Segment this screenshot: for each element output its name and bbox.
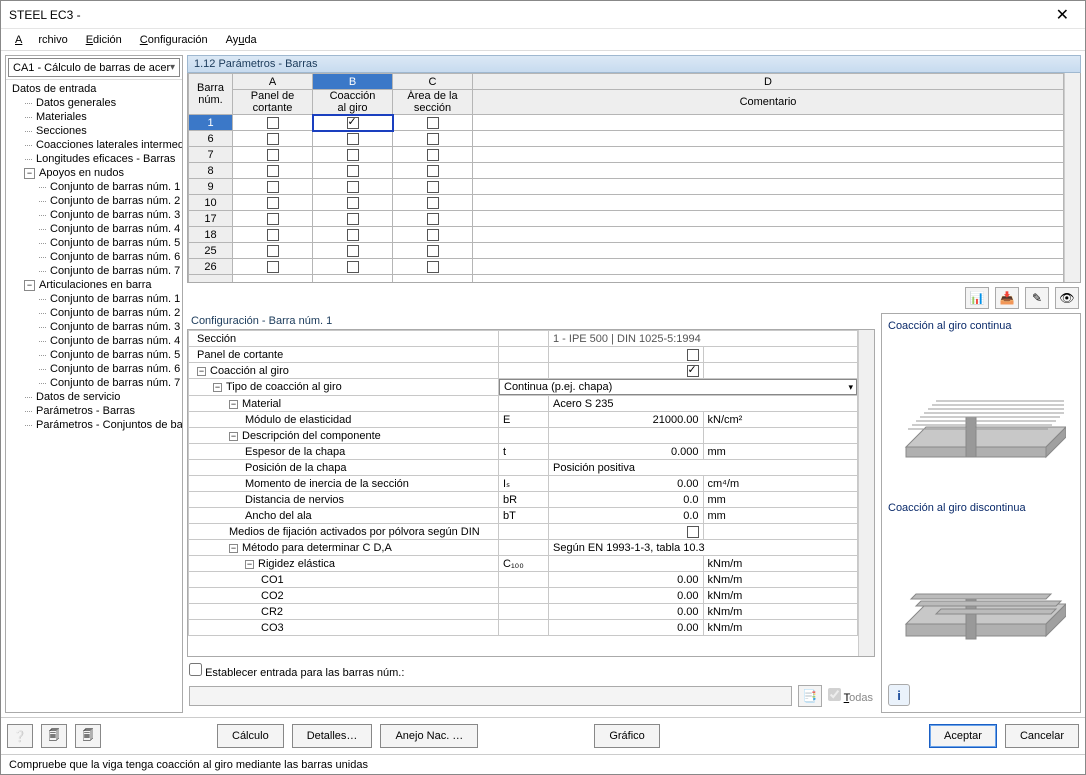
tree-item[interactable]: ····Conjunto de barras núm. 1 [10,292,182,306]
todas-checkbox [828,688,841,701]
tree-item[interactable]: ····Conjunto de barras núm. 5 [10,348,182,362]
illustration-continuous [888,336,1074,498]
tree-item[interactable]: ····Datos generales [10,96,182,110]
illustration-caption-1: Coacción al giro continua [888,320,1074,332]
help-button[interactable]: ❔ [7,724,33,748]
parameters-grid[interactable]: Barranúm.ABCDPanel decortanteCoacciónal … [187,73,1081,283]
eye-icon[interactable]: 👁 [1055,287,1079,309]
tree-item[interactable]: ····Parámetros - Barras [10,404,182,418]
tree-item[interactable]: ····Secciones [10,124,182,138]
export-excel-icon[interactable]: 📊 [965,287,989,309]
set-input-checkbox[interactable] [189,663,202,676]
titlebar: STEEL EC3 - ✕ [1,1,1085,29]
tree-item[interactable]: ····Conjunto de barras núm. 2 [10,194,182,208]
tree-item[interactable]: ····Conjunto de barras núm. 4 [10,222,182,236]
config-scrollbar[interactable] [858,330,874,656]
tree-item[interactable]: ····Conjunto de barras núm. 7 [10,376,182,390]
button-bar: ❔ 🗐 🗐 Cálculo Detalles… Anejo Nac. … Grá… [1,717,1085,754]
pick-members-icon[interactable]: 📑 [798,685,822,707]
grid-title: 1.12 Parámetros - Barras [187,55,1081,73]
tree-root[interactable]: Datos de entrada [10,82,182,96]
tree-item[interactable]: ····Conjunto de barras núm. 2 [10,306,182,320]
nav-tree: Datos de entrada····Datos generales····M… [6,80,182,434]
illustration-discontinuous [888,518,1074,680]
tree-group[interactable]: −Apoyos en nudos [10,166,182,180]
pick-icon[interactable]: ✎ [1025,287,1049,309]
case-select[interactable]: CA1 - Cálculo de barras de acer [8,58,180,77]
menu-ayuda[interactable]: Ayuda [218,32,265,48]
tree-item[interactable]: ····Conjunto de barras núm. 4 [10,334,182,348]
menu-configuracion[interactable]: Configuración [132,32,216,48]
grid-toolbar: 📊 📥 ✎ 👁 [187,283,1081,313]
tree-item[interactable]: ····Conjunto de barras núm. 6 [10,362,182,376]
tree-item[interactable]: ····Conjunto de barras núm. 3 [10,208,182,222]
tree-group[interactable]: −Articulaciones en barra [10,278,182,292]
import-excel-icon[interactable]: 📥 [995,287,1019,309]
tree-item[interactable]: ····Conjunto de barras núm. 7 [10,264,182,278]
illustration-caption-2: Coacción al giro discontinua [888,502,1074,514]
window-title: STEEL EC3 - [9,8,1048,22]
accept-button[interactable]: Aceptar [929,724,997,748]
illustration-panel: Coacción al giro continua [881,313,1081,713]
tree-item[interactable]: ····Materiales [10,110,182,124]
anejo-button[interactable]: Anejo Nac. … [380,724,478,748]
tree-item[interactable]: ····Longitudes eficaces - Barras [10,152,182,166]
config-table[interactable]: Sección1 - IPE 500 | DIN 1025-5:1994Pane… [187,329,875,657]
tool2-button[interactable]: 🗐 [75,724,101,748]
tree-item[interactable]: ····Conjunto de barras núm. 3 [10,320,182,334]
tree-item[interactable]: ····Datos de servicio [10,390,182,404]
tree-item[interactable]: ····Conjunto de barras núm. 1 [10,180,182,194]
tree-item[interactable]: ····Conjunto de barras núm. 6 [10,250,182,264]
close-icon[interactable]: ✕ [1048,5,1077,25]
todas-label: Todas [828,688,873,704]
set-input-label: Establecer entrada para las barras núm.: [189,663,404,679]
tool1-button[interactable]: 🗐 [41,724,67,748]
config-title: Configuración - Barra núm. 1 [187,313,875,329]
set-input-field[interactable] [189,686,792,706]
menu-edicion[interactable]: Edición [78,32,130,48]
menubar: Archivo Edición Configuración Ayuda [1,29,1085,51]
cancel-button[interactable]: Cancelar [1005,724,1079,748]
tree-item[interactable]: ····Conjunto de barras núm. 5 [10,236,182,250]
sidebar: CA1 - Cálculo de barras de acer Datos de… [5,55,183,713]
menu-archivo[interactable]: Archivo [7,32,76,48]
graphic-button[interactable]: Gráfico [594,724,659,748]
details-button[interactable]: Detalles… [292,724,373,748]
grid-scrollbar[interactable] [1064,73,1080,282]
status-bar: Compruebe que la viga tenga coacción al … [1,754,1085,774]
calc-button[interactable]: Cálculo [217,724,284,748]
info-icon[interactable]: i [888,684,910,706]
tree-item[interactable]: ····Coacciones laterales intermedias [10,138,182,152]
tree-item[interactable]: ····Parámetros - Conjuntos de bar [10,418,182,432]
